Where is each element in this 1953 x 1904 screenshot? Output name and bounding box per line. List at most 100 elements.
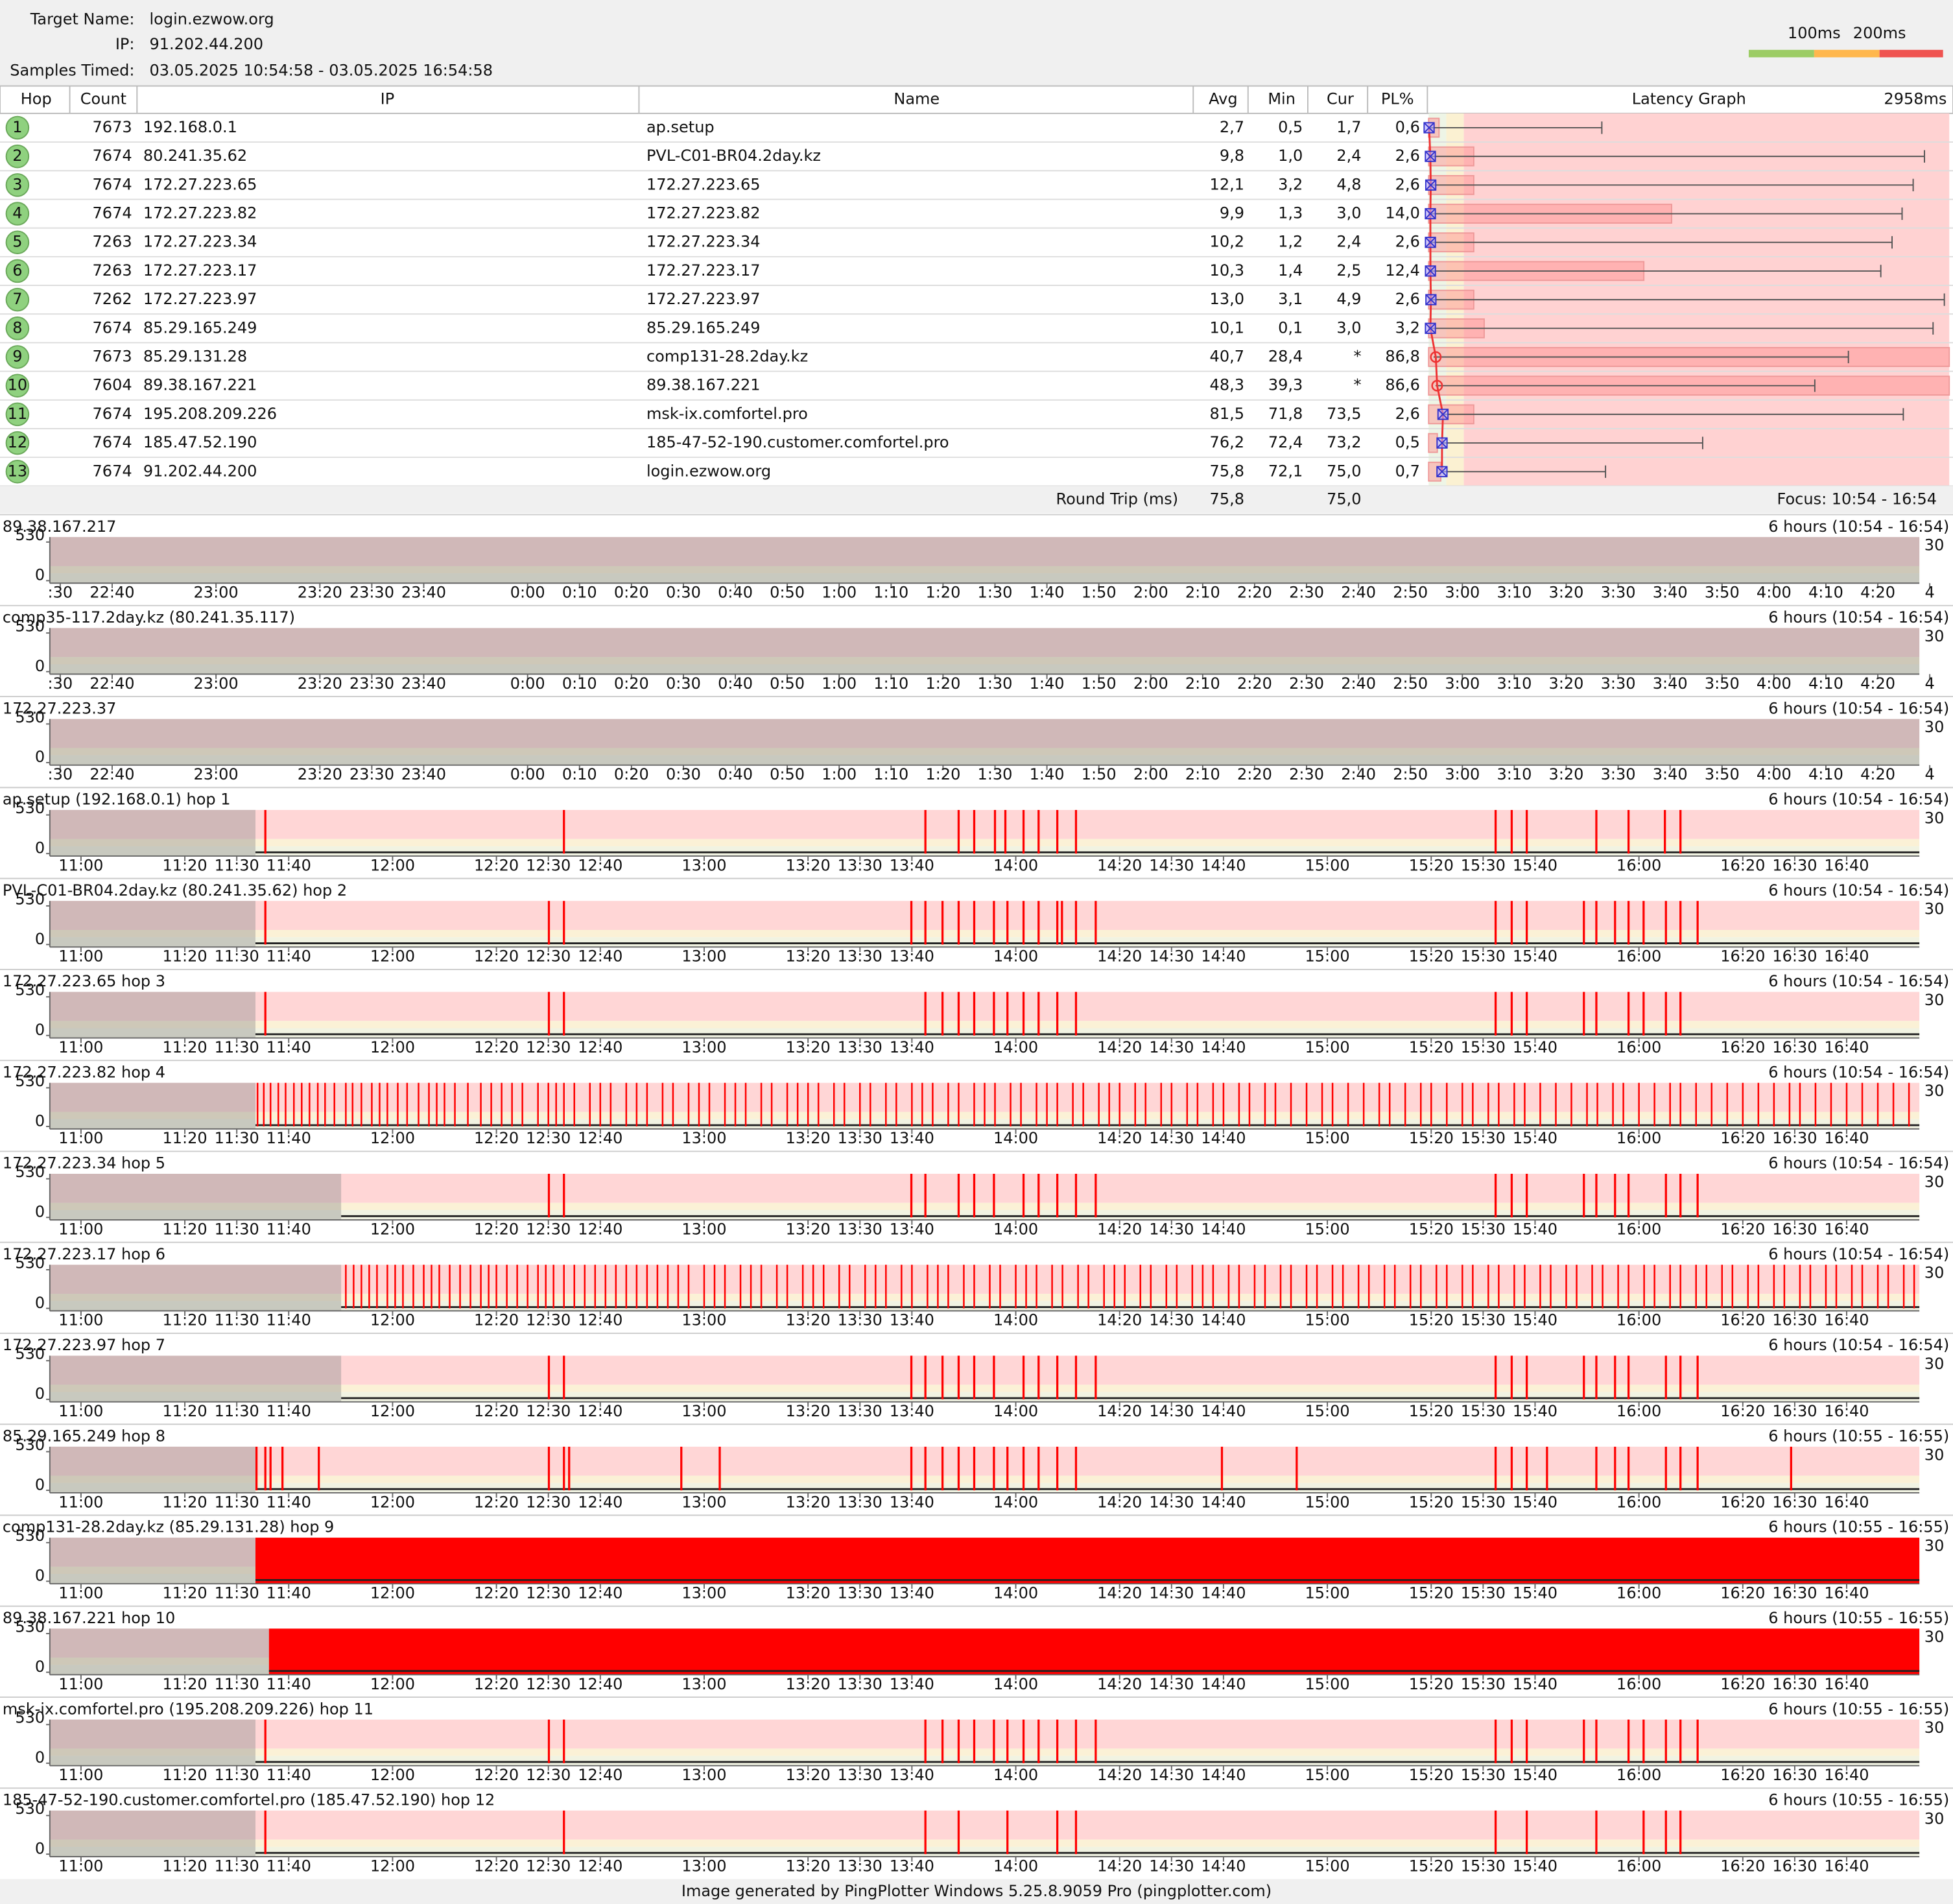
x-tick-label: 12:40: [578, 1584, 622, 1602]
loss-scale-label: 30: [1924, 1264, 1945, 1282]
avg-marker-x: [1438, 409, 1449, 420]
no-data: [49, 1810, 255, 1857]
x-tick-label: 11:30: [215, 947, 259, 966]
x-tick-label: 12:00: [370, 1220, 415, 1238]
min: 0,1: [1278, 318, 1303, 337]
x-tick-label: 3:10: [1497, 584, 1532, 602]
x-tick-label: 12:40: [578, 1402, 622, 1420]
count: 7674: [93, 405, 132, 423]
x-tick-label: 1:10: [873, 765, 908, 783]
x-tick-label: 16:30: [1772, 1675, 1817, 1693]
pl: 0,6: [1395, 118, 1420, 136]
x-tick-label: 15:00: [1305, 1402, 1350, 1420]
x-tick-label: 4:20: [1860, 765, 1895, 783]
x-tick-label: 11:20: [162, 947, 207, 966]
x-tick-label: 14:20: [1097, 1038, 1142, 1056]
label: Target Name:: [30, 10, 135, 29]
x-tick-label: 16:20: [1720, 1675, 1765, 1693]
cur: 2,4: [1336, 233, 1361, 251]
x-tick-label: 15:00: [1305, 1766, 1350, 1784]
column-header: PL%: [1381, 90, 1414, 108]
no-data: [49, 1355, 342, 1402]
graph-max: 2958ms: [1884, 90, 1947, 108]
count: 7263: [93, 261, 132, 280]
x-tick-label: 2:10: [1185, 584, 1220, 602]
count: 7674: [93, 147, 132, 165]
x-tick-label: 3:50: [1705, 674, 1740, 693]
name: login.ezwow.org: [646, 462, 771, 480]
x-tick-label: 14:00: [993, 1220, 1038, 1238]
hop: 13: [8, 462, 28, 480]
no-data: [49, 992, 255, 1038]
no-data: [49, 1538, 255, 1584]
avg: 75,8: [1210, 462, 1244, 480]
x-tick-label: 12:40: [578, 856, 622, 874]
loss-fill: [255, 1538, 1920, 1584]
no-data: [49, 901, 255, 947]
zone-warn: [49, 1839, 1920, 1847]
zone-bad: [49, 809, 1920, 839]
loss-scale-label: 30: [1924, 1719, 1945, 1737]
graph-title: 89.38.167.221 hop 10: [3, 1609, 175, 1627]
x-tick-label: 16:40: [1824, 1675, 1869, 1693]
x-tick-label: 13:20: [786, 1766, 831, 1784]
x-tick-label: 14:00: [993, 947, 1038, 966]
x-tick-label: 16:20: [1720, 1493, 1765, 1511]
x-tick-label: 16:00: [1616, 856, 1661, 874]
samples: 03.05.2025 10:54:58 - 03.05.2025 16:54:5…: [150, 62, 493, 80]
x-tick-label: 15:00: [1305, 1129, 1350, 1147]
x-tick-label: 15:40: [1513, 1766, 1557, 1784]
avg-marker-x: [1425, 150, 1436, 162]
x-tick-label: 1:10: [873, 584, 908, 602]
focus: Focus: 10:54 - 16:54: [1777, 490, 1937, 508]
x-tick-label: 15:20: [1409, 1220, 1454, 1238]
graph-title: 172.27.223.34 hop 5: [3, 1154, 165, 1172]
hop: 7: [12, 290, 22, 308]
x-tick-label: 16:20: [1720, 1311, 1765, 1329]
min: 1,0: [1278, 147, 1303, 165]
x-tick-label: 2:10: [1185, 674, 1220, 693]
y-tick-label: 530: [15, 617, 45, 635]
y-tick-label: 530: [15, 799, 45, 817]
x-tick-label: 16:00: [1616, 947, 1661, 966]
y-tick-label: 0: [35, 1021, 45, 1039]
x-tick-label: 14:30: [1149, 1038, 1194, 1056]
x-tick-label: 13:20: [786, 1402, 831, 1420]
zone-bad: [49, 628, 1920, 658]
x-tick-label: 0:30: [666, 584, 701, 602]
x-tick-label: 12:40: [578, 1857, 622, 1875]
x-tick-label: 14:40: [1201, 1311, 1246, 1329]
x-tick-label: 2:20: [1237, 674, 1272, 693]
x-tick-label: 3:50: [1705, 584, 1740, 602]
x-tick-label: 4:00: [1757, 765, 1792, 783]
x-tick-label: 0:50: [770, 584, 805, 602]
x-tick-label: 11:20: [162, 1220, 207, 1238]
x-tick-label: 1:50: [1082, 765, 1117, 783]
avg: 81,5: [1210, 405, 1244, 423]
x-tick-label: 16:00: [1616, 1584, 1661, 1602]
x-tick-label: 1:00: [822, 584, 857, 602]
label: Samples Timed:: [10, 62, 134, 80]
x-tick-label: 12:20: [474, 1038, 519, 1056]
x-tick-label: 16:20: [1720, 1766, 1765, 1784]
hop-badge: [5, 202, 30, 226]
no-data: [49, 1628, 269, 1675]
x-tick-label: 11:40: [266, 947, 311, 966]
x-tick-label: 16:30: [1772, 1129, 1817, 1147]
pl: 14,0: [1385, 204, 1419, 222]
y-tick-label: 530: [15, 1072, 45, 1090]
x-tick-label: 14:00: [993, 856, 1038, 874]
x-tick-label: 15:20: [1409, 1766, 1454, 1784]
x-tick-label: 12:30: [526, 947, 571, 966]
x-tick-label: 14:40: [1201, 1857, 1246, 1875]
avg: 48,3: [1210, 376, 1244, 394]
x-tick-label: 3:40: [1653, 765, 1688, 783]
loss-scale-label: 30: [1924, 1172, 1945, 1191]
x-tick-label: 14:20: [1097, 1857, 1142, 1875]
x-tick-label: 3:00: [1445, 674, 1480, 693]
x-tick-label: 1:40: [1030, 674, 1065, 693]
x-tick-label: 15:40: [1513, 1675, 1557, 1693]
y-tick-label: 0: [35, 1839, 45, 1857]
x-tick-label: 12:20: [474, 1493, 519, 1511]
